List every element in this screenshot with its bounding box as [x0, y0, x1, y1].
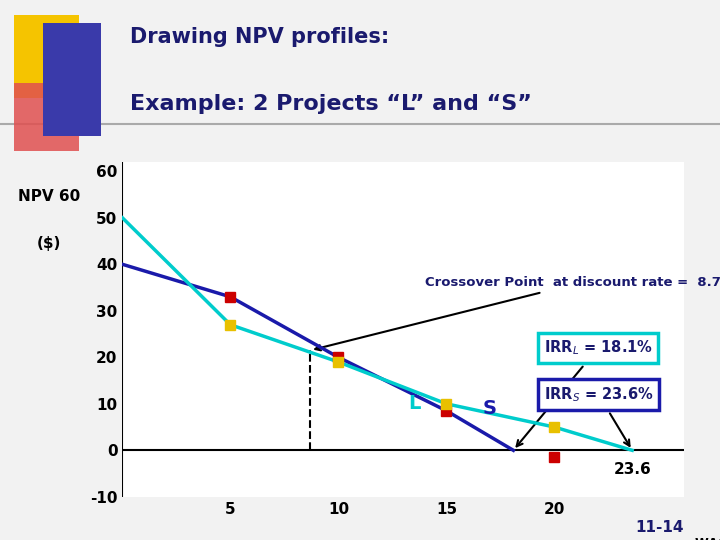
Text: NPV 60: NPV 60	[18, 189, 81, 204]
Text: WACC(%) or: WACC(%) or	[696, 537, 720, 540]
Text: 23.6: 23.6	[613, 462, 651, 477]
Bar	[14, 83, 79, 151]
Bar	[14, 15, 79, 98]
Text: Example: 2 Projects “L” and “S”: Example: 2 Projects “L” and “S”	[130, 94, 531, 114]
Text: IRR$_S$ = 23.6%: IRR$_S$ = 23.6%	[544, 385, 654, 446]
Text: ($): ($)	[37, 235, 62, 251]
Text: S: S	[482, 399, 497, 418]
Text: IRR$_L$ = 18.1%: IRR$_L$ = 18.1%	[517, 339, 652, 447]
Text: L: L	[408, 394, 420, 413]
Text: Drawing NPV profiles:: Drawing NPV profiles:	[130, 27, 389, 47]
Text: 11-14: 11-14	[636, 519, 684, 535]
Bar	[43, 23, 101, 136]
Text: Crossover Point  at discount rate =  8.7%: Crossover Point at discount rate = 8.7%	[315, 276, 720, 350]
